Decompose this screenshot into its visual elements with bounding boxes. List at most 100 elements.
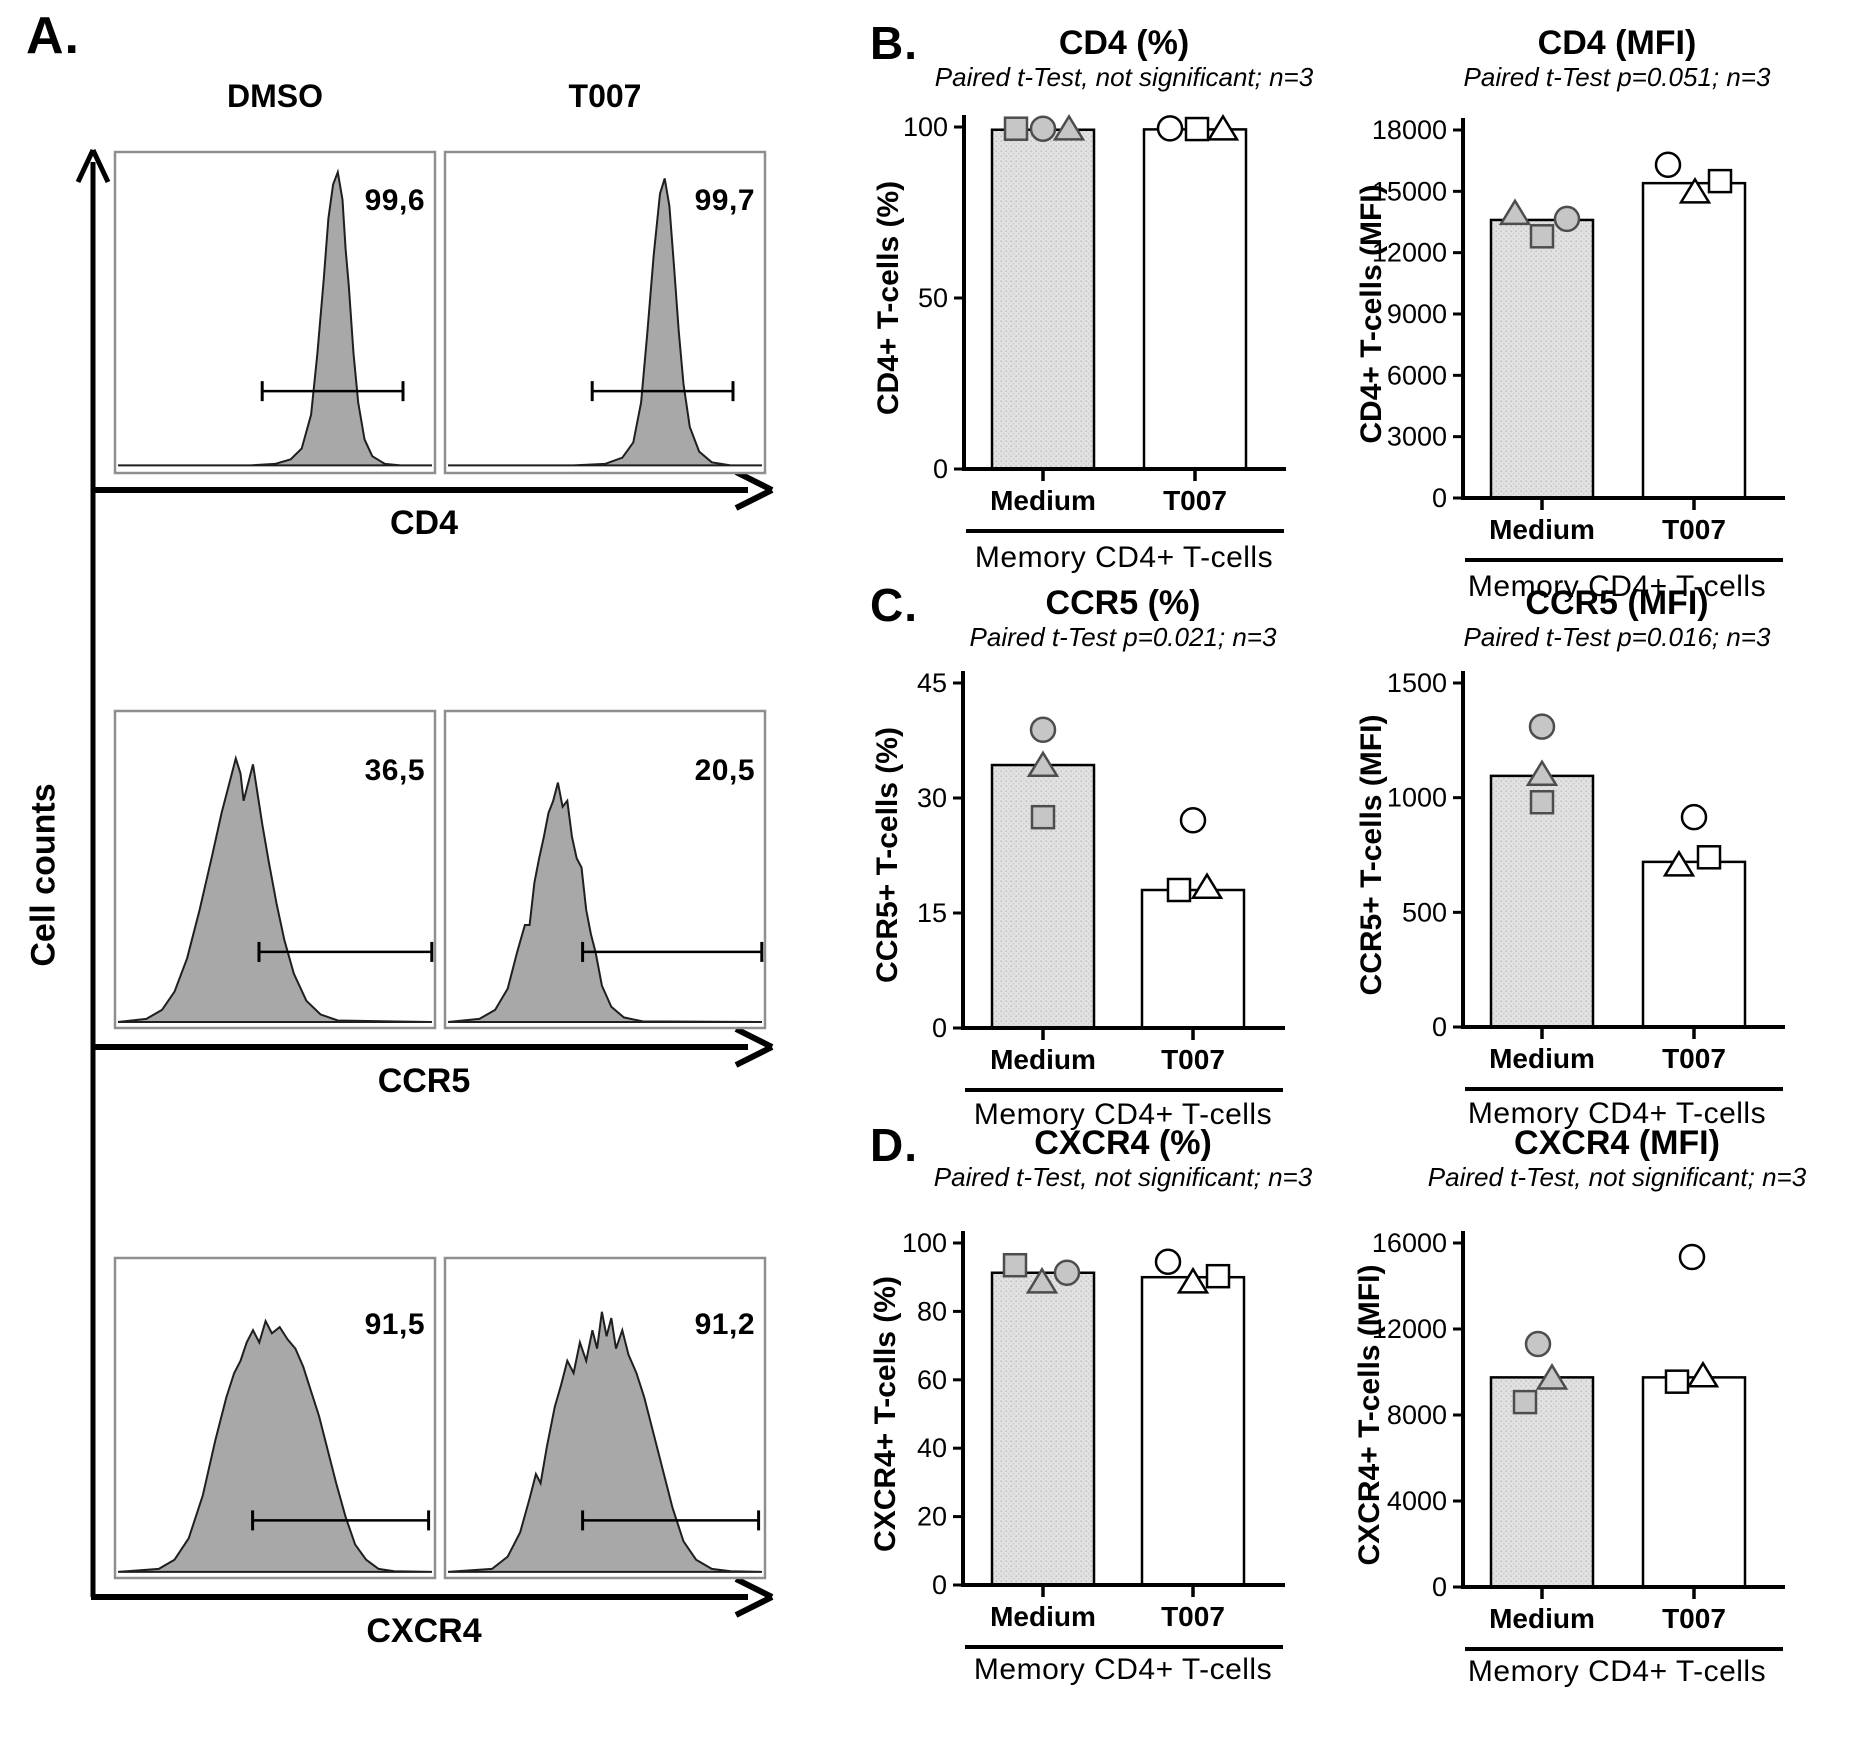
histogram-box xyxy=(443,150,767,475)
data-point-circle xyxy=(1528,713,1556,740)
panel-a-y-axis-label: Cell counts xyxy=(24,783,63,967)
data-point-circle xyxy=(1029,115,1057,142)
x-category-medium-cxcr4-mfi: Medium xyxy=(1489,1603,1595,1634)
chart-title-cd4-mfi: CD4 (MFI) xyxy=(1537,24,1697,62)
data-point-square xyxy=(1002,1252,1028,1278)
panel-a-plot xyxy=(75,148,774,1618)
bar-t007 xyxy=(1641,1376,1747,1589)
chart-title-ccr5-mfi: CCR5 (MFI) xyxy=(1525,584,1709,622)
data-point-triangle xyxy=(1525,759,1559,786)
data-point-circle xyxy=(1029,716,1057,744)
bar-medium xyxy=(1489,774,1595,1029)
panel-d-label: D. xyxy=(870,1119,918,1171)
data-point-square xyxy=(1696,845,1722,870)
y-axis-label-ccr5-pct: CCR5+ T-cells (%) xyxy=(871,727,904,983)
right-arrowhead-icon xyxy=(734,1576,774,1600)
panel-a-label: A. xyxy=(26,7,80,65)
y-tick-label: 4000 xyxy=(1387,1486,1447,1516)
data-point-square xyxy=(1664,1369,1690,1394)
data-point-triangle xyxy=(1176,1266,1210,1294)
y-axis-label-cd4-pct: CD4+ T-cells (%) xyxy=(872,180,905,416)
chart-cd4-mfi: 0 3000 6000 9000 12000 15000 18000 xyxy=(1372,115,1785,562)
right-arrowhead-icon xyxy=(734,1594,774,1618)
data-point-triangle xyxy=(1206,113,1240,141)
data-point-triangle xyxy=(1052,113,1086,141)
y-tick-label: 3000 xyxy=(1387,422,1447,452)
chart-cxcr4-mfi: 0 4000 8000 12000 16000 xyxy=(1372,1228,1785,1651)
y-tick-label: 18000 xyxy=(1372,115,1447,145)
data-point-triangle xyxy=(1026,750,1060,778)
x-category-medium-cxcr4-pct: Medium xyxy=(990,1601,1096,1632)
chart-title-ccr5-pct: CCR5 (%) xyxy=(1045,584,1201,622)
data-point-circle xyxy=(1680,803,1708,831)
chart-subtitle-cxcr4-pct: Paired t-Test, not significant; n=3 xyxy=(933,1162,1313,1192)
panel-a-x-axis-label-cxcr4: CXCR4 xyxy=(366,1612,482,1650)
chart-ccr5-mfi: 0 500 1000 1500 xyxy=(1387,668,1785,1091)
y-tick-label: 45 xyxy=(917,668,947,698)
data-point-square xyxy=(1529,790,1555,815)
right-arrowhead-icon xyxy=(734,1044,774,1068)
data-point-triangle xyxy=(1498,198,1532,226)
hist-value-cxcr4-dmso: 91,5 xyxy=(364,1308,425,1341)
y-tick-label: 1000 xyxy=(1387,783,1447,813)
panel-a-x-axis-label-ccr5: CCR5 xyxy=(377,1062,471,1100)
y-tick-label: 15000 xyxy=(1372,176,1447,206)
x-category-t007-ccr5-pct: T007 xyxy=(1161,1044,1225,1075)
data-point-triangle xyxy=(1025,1266,1059,1294)
y-axis-label-cxcr4-pct: CXCR4+ T-cells (%) xyxy=(869,1276,902,1552)
data-point-triangle xyxy=(1190,872,1224,899)
x-category-t007-cxcr4-pct: T007 xyxy=(1161,1601,1225,1632)
histogram-box xyxy=(113,150,437,475)
bar-medium xyxy=(1489,1376,1595,1589)
group-label-cxcr4-mfi: Memory CD4+ T-cells xyxy=(1467,1655,1767,1688)
group-label-ccr5-pct: Memory CD4+ T-cells xyxy=(973,1098,1273,1131)
x-category-medium-cd4-mfi: Medium xyxy=(1489,514,1595,545)
chart-subtitle-ccr5-mfi: Paired t-Test p=0.016; n=3 xyxy=(1463,622,1771,652)
y-axis-label-cd4-mfi: CD4+ T-cells (MFI) xyxy=(1355,184,1388,444)
y-tick-label: 30 xyxy=(917,783,947,813)
y-tick-label: 6000 xyxy=(1387,360,1447,390)
y-tick-label: 9000 xyxy=(1387,299,1447,329)
chart-subtitle-cd4-pct: Paired t-Test, not significant; n=3 xyxy=(934,62,1314,92)
bar-t007 xyxy=(1142,128,1248,471)
y-tick-label: 50 xyxy=(918,283,948,313)
data-point-circle xyxy=(1553,205,1581,233)
histogram-box xyxy=(443,709,767,1030)
y-tick-label: 0 xyxy=(1432,1572,1447,1602)
group-label-cd4-pct: Memory CD4+ T-cells xyxy=(974,541,1274,574)
x-category-t007-ccr5-mfi: T007 xyxy=(1662,1043,1726,1074)
y-axis-label-cxcr4-mfi: CXCR4+ T-cells (MFI) xyxy=(1353,1264,1386,1566)
hist-value-cxcr4-t007: 91,2 xyxy=(694,1308,755,1341)
group-label-cxcr4-pct: Memory CD4+ T-cells xyxy=(973,1653,1273,1686)
x-category-t007-cd4-mfi: T007 xyxy=(1662,514,1726,545)
hist-value-ccr5-dmso: 36,5 xyxy=(364,754,425,787)
bar-t007 xyxy=(1641,860,1747,1029)
group-label-ccr5-mfi: Memory CD4+ T-cells xyxy=(1467,1097,1767,1130)
data-point-circle xyxy=(1053,1259,1081,1287)
y-tick-label: 0 xyxy=(1432,483,1447,513)
panel-a-col-title-t007: T007 xyxy=(568,78,642,114)
data-point-circle xyxy=(1156,115,1184,142)
panel-b-label: B. xyxy=(870,17,918,69)
data-point-circle xyxy=(1654,151,1682,179)
histogram-curve-ccr5 xyxy=(117,754,433,1023)
data-point-circle xyxy=(1154,1248,1182,1276)
up-arrowhead-icon xyxy=(90,148,111,184)
x-category-t007-cd4-pct: T007 xyxy=(1163,485,1227,516)
histogram-curve-cd4 xyxy=(448,178,762,467)
y-tick-label: 500 xyxy=(1402,897,1447,927)
data-point-circle xyxy=(1678,1243,1706,1271)
chart-subtitle-ccr5-pct: Paired t-Test p=0.021; n=3 xyxy=(969,622,1277,652)
x-category-medium-ccr5-pct: Medium xyxy=(990,1044,1096,1075)
y-tick-label: 0 xyxy=(933,454,948,484)
right-arrowhead-icon xyxy=(734,1026,774,1050)
data-point-circle xyxy=(1524,1330,1552,1358)
y-tick-label: 20 xyxy=(917,1502,947,1532)
histogram-curve-cxcr4 xyxy=(117,1318,433,1573)
panel-a-x-axis-label-cd4: CD4 xyxy=(389,504,459,542)
y-tick-label: 12000 xyxy=(1372,238,1447,268)
x-category-medium-ccr5-mfi: Medium xyxy=(1489,1043,1595,1074)
y-tick-label: 40 xyxy=(917,1433,947,1463)
